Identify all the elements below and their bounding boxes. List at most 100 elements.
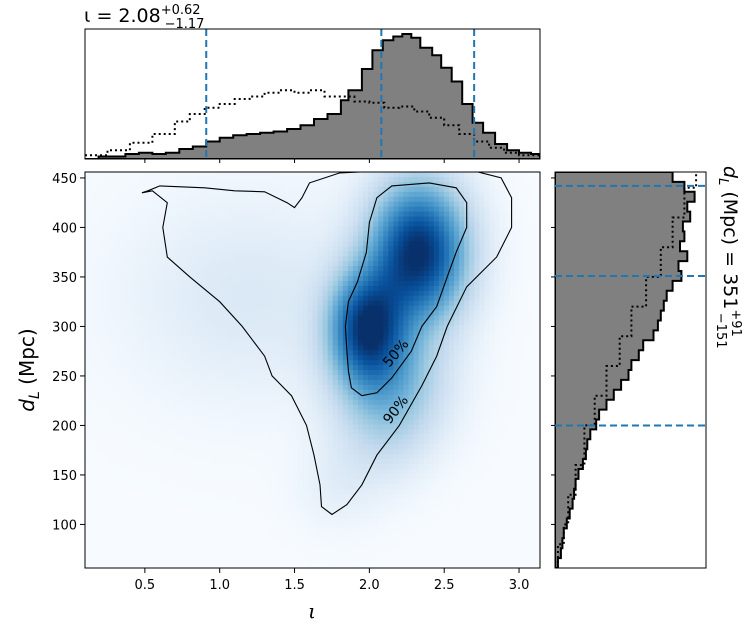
heat-cell <box>261 285 268 292</box>
heat-cell <box>100 231 106 237</box>
heat-cell <box>196 449 202 455</box>
heat-cell <box>393 236 400 242</box>
heat-cell <box>201 528 207 534</box>
heat-cell <box>176 498 182 505</box>
heat-cell <box>216 409 223 416</box>
heat-cell <box>186 528 192 534</box>
heat-cell <box>110 211 116 218</box>
heat-cell <box>85 181 91 188</box>
heat-cell <box>368 231 374 237</box>
heat-cell <box>302 508 309 515</box>
heat-cell <box>120 523 127 529</box>
heat-cell <box>337 394 344 401</box>
heat-cell <box>90 444 96 450</box>
heat-cell <box>302 429 309 435</box>
heat-cell <box>90 241 96 247</box>
heat-cell <box>100 478 106 485</box>
heat-cell <box>160 464 167 470</box>
heat-cell <box>160 538 167 544</box>
heat-cell <box>100 424 106 430</box>
heat-cell <box>393 394 400 401</box>
heat-cell <box>196 231 202 237</box>
heat-cell <box>110 379 116 386</box>
heat-cell <box>277 365 283 371</box>
heat-cell <box>90 424 96 430</box>
heat-cell <box>191 478 197 485</box>
heat-cell <box>196 246 202 252</box>
heat-cell <box>378 251 384 257</box>
heat-cell <box>211 419 218 426</box>
heat-cell <box>155 221 162 228</box>
heat-cell <box>393 464 400 470</box>
heat-cell <box>236 310 243 317</box>
heat-cell <box>110 241 116 247</box>
heat-cell <box>100 226 106 232</box>
heat-cell <box>317 513 324 520</box>
heat-cell <box>368 414 374 421</box>
heat-cell <box>383 473 389 480</box>
heat-cell <box>368 394 374 401</box>
heat-cell <box>176 310 182 317</box>
heat-cell <box>191 201 197 208</box>
heat-cell <box>327 241 334 247</box>
heat-cell <box>261 340 268 346</box>
heat-cell <box>221 315 228 322</box>
heat-cell <box>105 374 111 381</box>
heat-cell <box>322 493 329 500</box>
heat-cell <box>272 345 278 351</box>
heat-cell <box>342 256 349 262</box>
heat-cell <box>297 226 303 232</box>
heat-cell <box>186 256 192 262</box>
heat-cell <box>181 241 187 247</box>
heat-cell <box>135 498 142 505</box>
heat-cell <box>221 394 228 401</box>
heat-cell <box>150 246 157 252</box>
heat-cell <box>181 523 187 529</box>
heat-cell <box>186 172 192 178</box>
heat-cell <box>236 429 243 435</box>
heat-cell <box>307 523 314 529</box>
heat-cell <box>90 558 96 564</box>
heat-cell <box>140 558 147 564</box>
heat-cell <box>176 523 182 529</box>
heat-cell <box>312 350 319 356</box>
heat-cell <box>312 315 319 322</box>
heat-cell <box>378 394 384 401</box>
heat-cell <box>211 563 218 568</box>
heat-cell <box>140 226 147 232</box>
heat-cell <box>383 320 389 327</box>
heat-cell <box>378 478 384 485</box>
heat-cell <box>155 409 162 416</box>
heat-cell <box>191 221 197 228</box>
heat-cell <box>105 295 111 302</box>
heat-cell <box>246 384 253 391</box>
heat-cell <box>90 543 96 549</box>
heat-cell <box>110 478 116 485</box>
heat-cell <box>383 201 389 208</box>
heat-cell <box>358 330 364 336</box>
heat-cell <box>241 181 248 188</box>
heat-cell <box>85 216 91 223</box>
heat-cell <box>231 563 238 568</box>
heat-cell <box>186 300 192 307</box>
heat-cell <box>231 310 238 317</box>
heat-cell <box>337 176 344 183</box>
heat-cell <box>135 340 142 346</box>
heat-cell <box>160 350 167 356</box>
heat-cell <box>347 325 354 331</box>
heat-cell <box>216 439 223 445</box>
heat-cell <box>282 464 288 470</box>
heat-cell <box>140 216 147 223</box>
heat-cell <box>160 459 167 465</box>
heat-cell <box>373 473 379 480</box>
heat-cell <box>327 414 334 421</box>
heat-cell <box>327 419 334 426</box>
heat-cell <box>125 434 132 440</box>
heat-cell <box>368 424 374 430</box>
heat-cell <box>176 181 182 188</box>
heat-cell <box>317 384 324 391</box>
heat-cell <box>347 563 354 568</box>
heat-cell <box>388 518 394 525</box>
heat-cell <box>90 473 96 480</box>
heat-cell <box>181 424 187 430</box>
